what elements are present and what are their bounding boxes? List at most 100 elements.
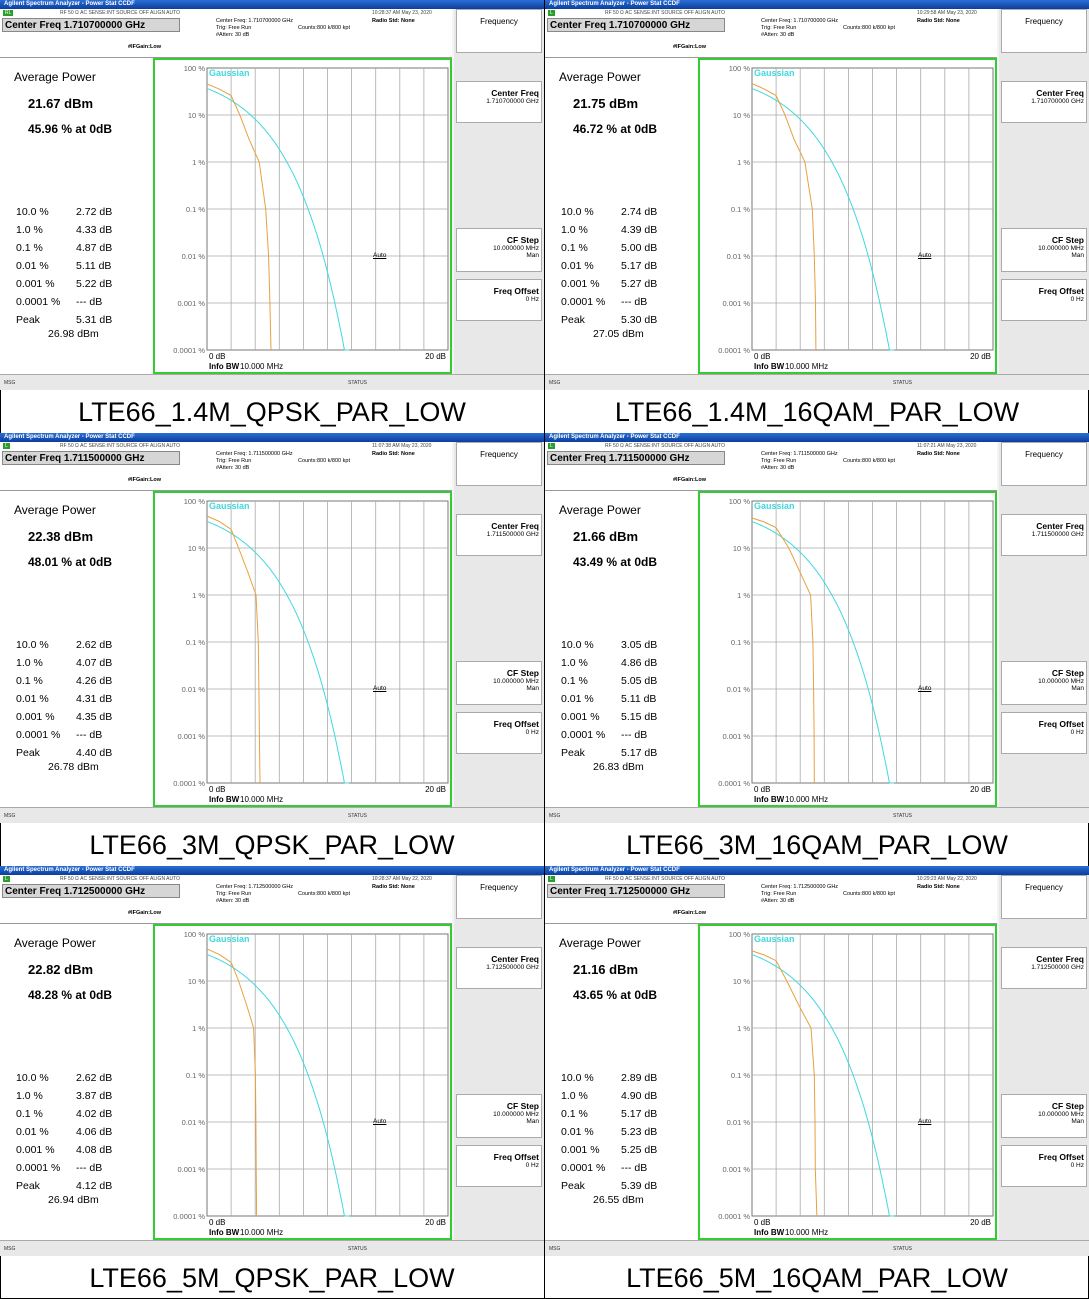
softkey-cf-step-label: CF Step (506, 235, 539, 245)
cf-step-man[interactable]: Man (526, 252, 539, 259)
cf-step-man[interactable]: Man (526, 1118, 539, 1125)
timestamp: 11:07:21 AM May 23, 2020 (917, 443, 977, 449)
softkey-cf-step[interactable]: CF Step 10.000000 MHz Auto Man (918, 228, 1087, 272)
stat-value: --- dB (621, 729, 648, 741)
softkey-cf-step[interactable]: CF Step 10.000000 MHz Auto Man (918, 661, 1087, 705)
softkey-frequency-header[interactable]: Frequency (456, 9, 542, 53)
softkey-cf-step[interactable]: CF Step 10.000000 MHz Auto Man (373, 661, 542, 705)
x-start-label: 0 dB (209, 785, 225, 794)
window-title: Agilent Spectrum Analyzer - Power Stat C… (4, 867, 135, 873)
softkey-center-freq-label: Center Freq (1036, 521, 1084, 531)
window-titlebar: Agilent Spectrum Analyzer - Power Stat C… (545, 433, 1089, 442)
indicator-row: L RF 50 Ω AC SENSE:INT SOURCE OFF ALIGN … (0, 442, 452, 450)
stat-row: 0.1 % 5.17 dB (561, 1108, 657, 1120)
y-tick-label: 100 % (729, 497, 751, 506)
stat-value: 5.00 dB (621, 242, 658, 254)
stat-row: 1.0 % 4.90 dB (561, 1090, 657, 1102)
softkey-freq-offset[interactable]: Freq Offset 0 Hz (1001, 1145, 1087, 1187)
cf-step-man[interactable]: Man (1071, 252, 1084, 259)
y-tick-label: 1 % (192, 1024, 205, 1033)
stat-label: 0.0001 % (561, 729, 606, 741)
cf-step-auto[interactable]: Auto (918, 1118, 932, 1125)
cf-step-man[interactable]: Man (526, 685, 539, 692)
x-end-label: 20 dB (970, 352, 991, 361)
stat-value: 4.39 dB (621, 224, 658, 236)
softkey-frequency-header[interactable]: Frequency (456, 875, 542, 919)
softkey-center-freq[interactable]: Center Freq 1.711500000 GHz (1001, 514, 1087, 556)
x-end-label: 20 dB (425, 1218, 446, 1227)
measurement-info-bar: L RF 50 Ω AC SENSE:INT SOURCE OFF ALIGN … (545, 875, 997, 924)
softkey-frequency-header[interactable]: Frequency (1001, 875, 1087, 919)
stat-row: 1.0 % 4.39 dB (561, 224, 657, 236)
softkey-center-freq[interactable]: Center Freq 1.711500000 GHz (456, 514, 542, 556)
softkey-cf-step[interactable]: CF Step 10.000000 MHz Auto Man (373, 228, 542, 272)
info-bw-label: Info BW (209, 795, 240, 804)
center-freq-banner[interactable]: Center Freq 1.710700000 GHz (2, 18, 180, 32)
softkey-frequency-header[interactable]: Frequency (1001, 9, 1087, 53)
gaussian-legend: Gaussian (754, 934, 795, 944)
cf-step-man[interactable]: Man (1071, 685, 1084, 692)
timestamp: 10:28:37 AM May 22, 2020 (372, 876, 432, 882)
stat-value: 5.17 dB (621, 260, 658, 272)
y-tick-label: 0.1 % (186, 1071, 206, 1080)
stat-row: 1.0 % 4.33 dB (16, 224, 112, 236)
center-freq-line: Center Freq: 1.710700000 GHz (216, 18, 294, 24)
atten-line: #Atten: 30 dB (216, 898, 250, 904)
softkey-freq-offset[interactable]: Freq Offset 0 Hz (1001, 279, 1087, 321)
softkey-freq-offset-label: Freq Offset (493, 1152, 539, 1162)
stat-value: 5.11 dB (621, 693, 657, 705)
softkey-center-freq-value: 1.712500000 GHz (486, 964, 539, 971)
softkey-center-freq[interactable]: Center Freq 1.712500000 GHz (456, 947, 542, 989)
stat-value: 5.17 dB (621, 1108, 658, 1120)
timestamp: 10:29:23 AM May 22, 2020 (917, 876, 977, 882)
center-freq-banner[interactable]: Center Freq 1.711500000 GHz (2, 451, 180, 465)
stat-value: 5.22 dB (76, 278, 113, 290)
center-freq-banner[interactable]: Center Freq 1.712500000 GHz (547, 884, 725, 898)
softkey-freq-offset[interactable]: Freq Offset 0 Hz (1001, 712, 1087, 754)
stat-label: 0.1 % (561, 242, 588, 254)
stat-label: 0.01 % (16, 693, 49, 705)
ccdf-svg: 100 % 10 % 1 % 0.1 % 0.01 % 0.001 % 0.0001 % Ga… (718, 64, 994, 371)
softkey-center-freq[interactable]: Center Freq 1.710700000 GHz (456, 81, 542, 123)
stat-label: 1.0 % (561, 657, 588, 669)
softkey-frequency-header[interactable]: Frequency (1001, 442, 1087, 486)
softkey-frequency-header[interactable]: Frequency (456, 442, 542, 486)
softkey-cf-step-mode: Auto Man (918, 252, 1084, 259)
stat-row: 0.01 % 5.17 dB (561, 260, 657, 272)
y-tick-label: 100 % (729, 64, 751, 73)
info-bw-value: 10.000 MHz (785, 795, 828, 804)
softkey-freq-offset[interactable]: Freq Offset 0 Hz (456, 279, 542, 321)
y-tick-label: 0.01 % (727, 1118, 751, 1127)
softkey-center-freq[interactable]: Center Freq 1.712500000 GHz (1001, 947, 1087, 989)
center-freq-banner[interactable]: Center Freq 1.712500000 GHz (2, 884, 180, 898)
cf-step-auto[interactable]: Auto (373, 252, 387, 259)
stat-value: 2.62 dB (76, 639, 113, 651)
analyzer-screenshot: Agilent Spectrum Analyzer - Power Stat C… (0, 433, 544, 823)
stat-value: 4.26 dB (76, 675, 113, 687)
softkey-freq-offset[interactable]: Freq Offset 0 Hz (456, 1145, 542, 1187)
center-freq-banner[interactable]: Center Freq 1.711500000 GHz (547, 451, 725, 465)
softkey-cf-step[interactable]: CF Step 10.000000 MHz Auto Man (373, 1094, 542, 1138)
softkey-cf-step[interactable]: CF Step 10.000000 MHz Auto Man (918, 1094, 1087, 1138)
x-end-label: 20 dB (425, 785, 446, 794)
radio-std: Radio Std: None (917, 451, 960, 457)
stat-value: 5.25 dB (621, 1144, 658, 1156)
status-msg: MSG (4, 380, 16, 386)
avg-power-label: Average Power (14, 70, 96, 84)
center-freq-banner[interactable]: Center Freq 1.710700000 GHz (547, 18, 725, 32)
timestamp: 11:07:38 AM May 23, 2020 (372, 443, 432, 449)
cf-step-auto[interactable]: Auto (373, 1118, 387, 1125)
atten-line: #Atten: 30 dB (761, 898, 795, 904)
cf-step-auto[interactable]: Auto (918, 685, 932, 692)
ccdf-svg: 100 % 10 % 1 % 0.1 % 0.01 % 0.001 % 0.0001 % Ga… (718, 497, 994, 804)
info-bw-value: 10.000 MHz (785, 362, 828, 371)
cf-step-auto[interactable]: Auto (373, 685, 387, 692)
softkey-center-freq[interactable]: Center Freq 1.710700000 GHz (1001, 81, 1087, 123)
stat-row: 10.0 % 2.62 dB (16, 639, 112, 651)
cf-step-auto[interactable]: Auto (918, 252, 932, 259)
measurement-info-bar: L RF 50 Ω AC SENSE:INT SOURCE OFF ALIGN … (545, 9, 997, 58)
status-msg: MSG (549, 380, 561, 386)
stat-label: 0.1 % (16, 242, 43, 254)
cf-step-man[interactable]: Man (1071, 1118, 1084, 1125)
softkey-freq-offset[interactable]: Freq Offset 0 Hz (456, 712, 542, 754)
